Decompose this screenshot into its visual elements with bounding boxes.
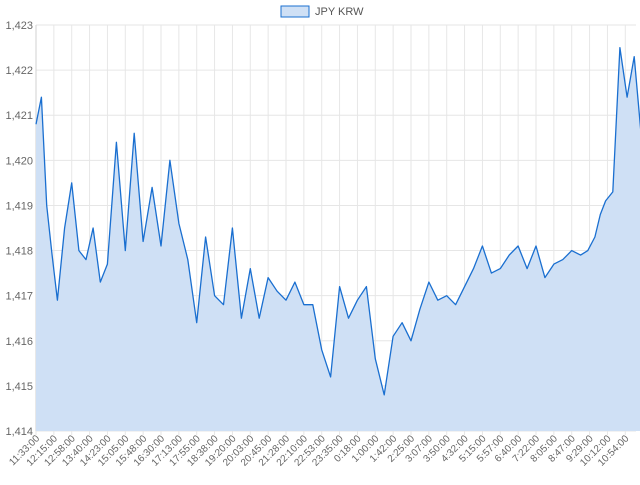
- x-axis: 11:33:0012:15:0012:58:0013:40:0014:23:00…: [7, 433, 631, 469]
- y-tick-label: 1,423: [5, 20, 33, 32]
- series-line: [35, 46, 640, 396]
- y-tick-label: 1,420: [5, 155, 33, 167]
- y-tick-label: 1,417: [5, 291, 33, 303]
- legend-label[interactable]: JPY KRW: [315, 6, 364, 18]
- legend[interactable]: JPY KRW: [280, 5, 364, 18]
- area-fill: [36, 47, 640, 431]
- legend-swatch[interactable]: [280, 5, 310, 18]
- y-tick-label: 1,419: [5, 200, 33, 212]
- y-tick-label: 1,416: [5, 336, 33, 348]
- y-axis: 1,414 1,415 1,416 1,417 1,418 1,419 1,420 1,421…: [5, 20, 33, 438]
- y-tick-label: 1,421: [5, 110, 33, 122]
- y-tick-label: 1,422: [5, 65, 33, 77]
- y-tick-label: 1,418: [5, 246, 33, 258]
- y-tick-label: 1,415: [5, 381, 33, 393]
- y-tick-label: 1,414: [5, 426, 33, 438]
